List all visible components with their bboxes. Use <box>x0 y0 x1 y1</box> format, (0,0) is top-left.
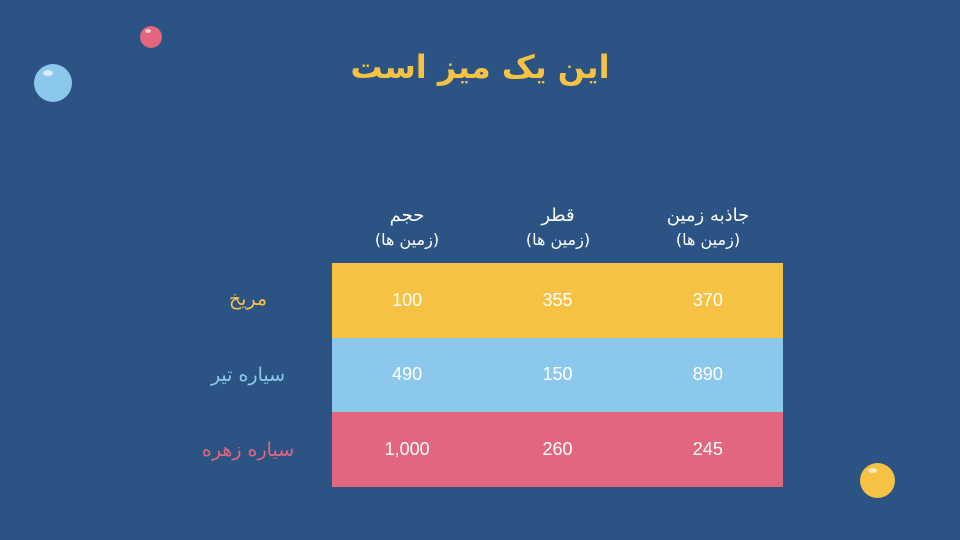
decorative-bubble-yellow <box>860 463 895 498</box>
column-header-diameter: قطر (زمین ها) <box>483 204 633 252</box>
row-label-mercury: سیاره تیر <box>210 364 286 386</box>
table-cell: 490 <box>392 364 423 385</box>
bubble-highlight <box>43 70 53 76</box>
table-cell: 1,000 <box>384 439 430 460</box>
table-cell: 260 <box>542 439 573 460</box>
column-header-unit: (زمین ها) <box>374 230 440 249</box>
column-header-gravity: جاذبه زمین (زمین ها) <box>633 204 783 252</box>
table-row: 100 355 370 <box>332 263 783 338</box>
table-cell: 355 <box>542 289 573 310</box>
decorative-bubble-blue <box>34 64 72 102</box>
table-cell: 890 <box>692 364 723 385</box>
column-header-unit: (زمین ها) <box>675 230 741 249</box>
column-header-name: قطر <box>541 205 575 226</box>
bubble-highlight <box>868 468 877 473</box>
bubble-highlight <box>145 29 151 33</box>
column-header-volume: حجم (زمین ها) <box>332 204 482 252</box>
column-header-unit: (زمین ها) <box>525 230 591 249</box>
slide-title: این یک میز است <box>350 48 610 86</box>
row-label-venus: سیاره زهره <box>201 439 295 461</box>
table-cell: 370 <box>692 289 723 310</box>
row-label-mars: مریخ <box>228 288 268 310</box>
column-header-name: حجم <box>389 205 425 226</box>
table-row: 1,000 260 245 <box>332 412 783 487</box>
table-cell: 245 <box>692 439 723 460</box>
data-table: 100 355 370 490 150 890 1,000 260 245 <box>332 263 783 487</box>
column-header-name: جاذبه زمین <box>666 205 750 226</box>
table-cell: 150 <box>542 364 573 385</box>
table-row: 490 150 890 <box>332 337 783 413</box>
table-cell: 100 <box>392 289 423 310</box>
decorative-bubble-red <box>140 26 162 48</box>
